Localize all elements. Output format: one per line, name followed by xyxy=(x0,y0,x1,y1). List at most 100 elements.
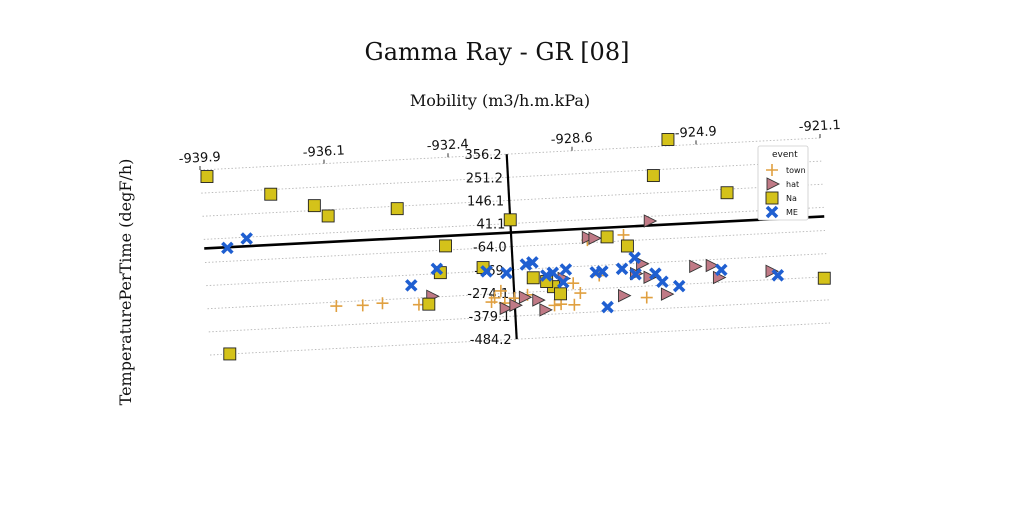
x-tick-label: -924.9 xyxy=(674,124,717,141)
data-point-na-shape xyxy=(720,186,734,200)
data-point-na xyxy=(439,239,452,253)
data-point-me-shape xyxy=(546,266,560,280)
legend-marker-me xyxy=(765,205,779,219)
data-point-na-shape xyxy=(307,199,321,213)
data-point-town-shape xyxy=(548,299,561,312)
data-point-me xyxy=(615,262,629,276)
data-point-hat xyxy=(660,287,675,301)
data-point-na-shape xyxy=(554,287,567,301)
x-tick-label: -932.4 xyxy=(426,137,469,154)
data-point-town-shape xyxy=(485,296,498,309)
data-point-na-shape xyxy=(321,209,335,223)
data-point-town-shape xyxy=(640,291,653,304)
data-point-na xyxy=(526,271,540,285)
gridline xyxy=(204,230,826,263)
data-point-me-shape xyxy=(405,279,418,292)
legend-marker-me-shape xyxy=(765,205,779,219)
data-point-me xyxy=(500,266,513,280)
data-point-me xyxy=(556,275,570,289)
data-point-hat xyxy=(499,301,514,316)
y-tick-label: 251.2 xyxy=(466,171,503,186)
data-point-me xyxy=(430,262,444,276)
data-point-na xyxy=(307,199,321,213)
y-axis-label: TemperaturePerTime (degF/h) xyxy=(116,159,135,406)
data-point-me-shape xyxy=(615,262,629,276)
data-point-me xyxy=(480,265,493,278)
chart-title: Gamma Ray - GR [08] xyxy=(365,38,630,66)
y-tick-label: -484.2 xyxy=(470,333,512,348)
x-tick-label: -921.1 xyxy=(798,118,841,135)
data-point-hat-shape xyxy=(539,303,553,317)
data-point-na-shape xyxy=(390,202,404,216)
legend-marker-hat xyxy=(766,177,781,191)
legend-label-town: town xyxy=(786,166,806,175)
data-point-town xyxy=(485,296,498,309)
plot-area: -939.9 -936.1 -932.4 -928.6 -924.9 -921.1 356.… xyxy=(178,118,841,361)
legend-marker-town xyxy=(766,164,778,176)
data-point-na-shape xyxy=(646,169,660,183)
legend-label-hat: hat xyxy=(786,180,799,189)
data-point-na xyxy=(817,271,831,285)
data-point-me xyxy=(628,251,641,265)
data-point-hat-shape xyxy=(499,301,514,316)
data-point-town-shape xyxy=(567,277,580,290)
data-point-hat-shape xyxy=(581,230,596,245)
data-point-town xyxy=(376,297,389,310)
data-point-town-shape xyxy=(330,300,343,313)
legend-marker-town-shape xyxy=(766,164,778,176)
data-point-na-shape xyxy=(439,239,452,253)
data-point-me-shape xyxy=(221,241,234,255)
data-point-na-shape xyxy=(600,230,614,244)
legend-marker-hat-shape xyxy=(766,177,781,191)
data-point-me-shape xyxy=(526,256,539,269)
data-point-hat-shape xyxy=(588,231,602,245)
data-point-na xyxy=(720,186,734,200)
data-point-na xyxy=(600,230,614,244)
data-point-hat-shape xyxy=(518,290,533,304)
data-point-town-shape xyxy=(376,297,389,310)
data-point-na xyxy=(554,287,567,301)
data-point-me-shape xyxy=(656,275,669,288)
data-point-hat xyxy=(532,293,546,307)
data-point-town xyxy=(574,287,587,300)
legend-title: event xyxy=(772,150,798,160)
data-point-na xyxy=(264,187,278,201)
data-point-hat xyxy=(581,230,596,245)
data-point-town-shape xyxy=(568,298,581,311)
data-point-hat xyxy=(518,290,533,304)
data-point-hat-shape xyxy=(532,293,546,307)
data-point-me xyxy=(715,263,728,277)
data-point-me xyxy=(546,266,560,280)
data-point-na-shape xyxy=(503,213,517,227)
data-point-hat-shape xyxy=(705,258,720,273)
data-point-me-shape xyxy=(596,265,609,278)
data-point-me xyxy=(771,269,785,282)
y-tick-label: -274.1 xyxy=(467,287,509,302)
legend-marker-na xyxy=(765,191,779,205)
data-point-town xyxy=(330,300,343,313)
y-tick-label: 41.1 xyxy=(476,218,505,233)
data-point-me-shape xyxy=(540,269,553,282)
data-point-me-shape xyxy=(556,275,570,289)
data-point-hat xyxy=(539,303,553,317)
data-point-na-shape xyxy=(526,271,540,285)
x-axis-label: Mobility (m3/h.m.kPa) xyxy=(410,91,590,110)
data-point-hat-shape xyxy=(509,298,523,312)
data-point-town-shape xyxy=(356,299,369,312)
data-point-me xyxy=(526,256,539,269)
x-zero-axis xyxy=(204,215,825,250)
data-point-town xyxy=(568,298,581,311)
data-point-na xyxy=(620,239,634,253)
legend-label-me: ME xyxy=(786,208,798,217)
data-point-hat xyxy=(618,288,632,303)
data-point-na xyxy=(223,347,237,361)
data-point-me-shape xyxy=(430,262,444,276)
gridline xyxy=(199,137,821,171)
data-point-town xyxy=(494,284,507,297)
legend-marker-na-shape xyxy=(765,191,779,205)
gridline xyxy=(209,322,831,356)
gridline xyxy=(206,253,827,287)
data-point-me xyxy=(405,279,418,292)
data-point-town xyxy=(567,277,580,290)
